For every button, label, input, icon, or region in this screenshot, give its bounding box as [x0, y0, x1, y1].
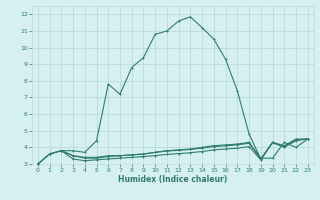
X-axis label: Humidex (Indice chaleur): Humidex (Indice chaleur) [118, 175, 228, 184]
